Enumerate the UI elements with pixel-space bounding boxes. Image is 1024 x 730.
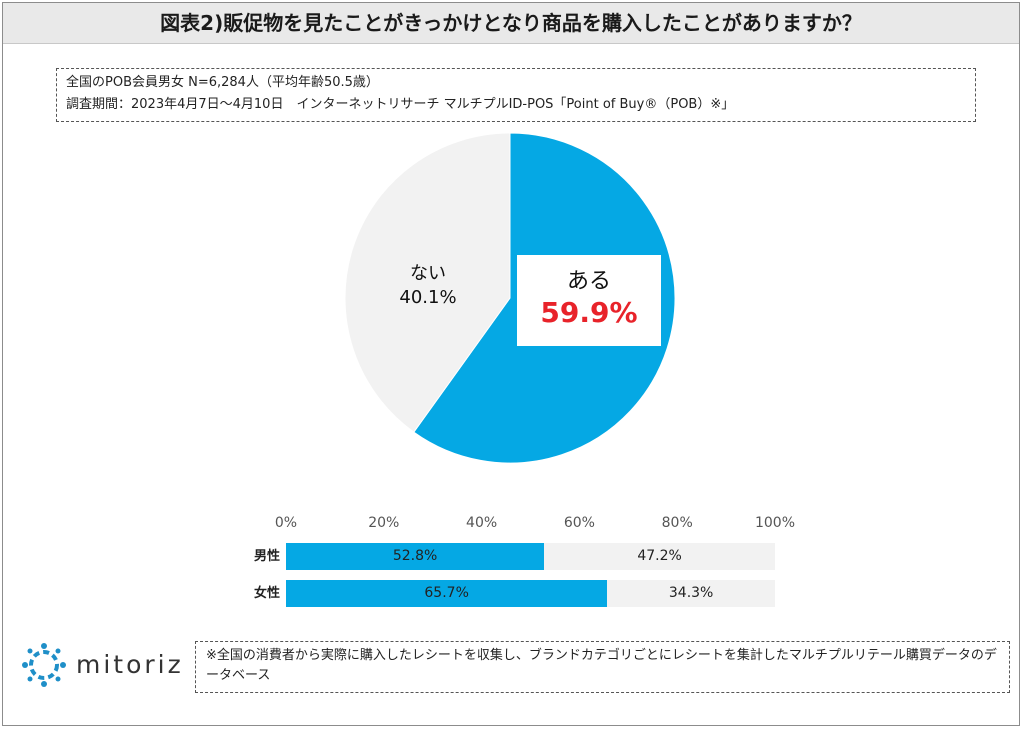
survey-info-line-2: 調査期間：2023年4月7日～4月10日 インターネットリサーチ マルチプルID… — [66, 97, 735, 112]
survey-info-box: 全国のPOB会員男女 N=6,284人（平均年齢50.5歳） 調査期間：2023… — [56, 68, 976, 122]
bar-no-value-female: 34.3% — [668, 585, 714, 601]
bar-yes-male — [286, 543, 545, 570]
bar-row-label-male: 男性 — [253, 549, 280, 564]
x-tick-label: 80% — [661, 515, 693, 531]
pie-label-no-value: 40.1% — [399, 287, 457, 308]
pie-label-yes-value: 59.9% — [540, 296, 638, 329]
bar-row-female: 65.7% 34.3% — [286, 580, 775, 607]
pie-slice-no — [344, 132, 511, 433]
x-tick-label: 100% — [754, 515, 796, 531]
bar-yes-value-female: 65.7% — [424, 585, 469, 601]
logo-text: mitoriz — [76, 650, 184, 679]
pie-label-yes: ある 59.9% — [517, 255, 661, 346]
page-title: 図表2)販促物を見たことがきっかけとなり商品を購入したことがありますか？ — [3, 3, 1019, 44]
x-tick-label: 60% — [563, 515, 595, 531]
bar-row-male: 52.8% 47.2% — [286, 543, 775, 570]
dotted-ring-logo-icon — [22, 643, 66, 687]
x-tick-label: 20% — [368, 515, 400, 531]
pie-label-no-text: ない — [410, 263, 446, 284]
x-tick-label: 40% — [466, 515, 498, 531]
bar-no-value-male: 47.2% — [637, 548, 682, 564]
footnote-text: ※全国の消費者から実際に購入したレシートを収集し、ブランドカテゴリごとにレシート… — [206, 648, 997, 683]
footnote-box: ※全国の消費者から実際に購入したレシートを収集し、ブランドカテゴリごとにレシート… — [195, 641, 1010, 693]
pie-label-no: ない 40.1% — [378, 262, 478, 310]
survey-info-line-1: 全国のPOB会員男女 N=6,284人（平均年齢50.5歳） — [66, 75, 379, 90]
x-tick-label: 0% — [274, 515, 298, 531]
pie-label-yes-text: ある — [566, 269, 611, 294]
bar-yes-female — [286, 580, 608, 607]
bar-row-label-female: 女性 — [253, 586, 280, 601]
bar-yes-value-male: 52.8% — [392, 548, 438, 564]
mitoriz-logo: mitoriz — [20, 642, 190, 688]
